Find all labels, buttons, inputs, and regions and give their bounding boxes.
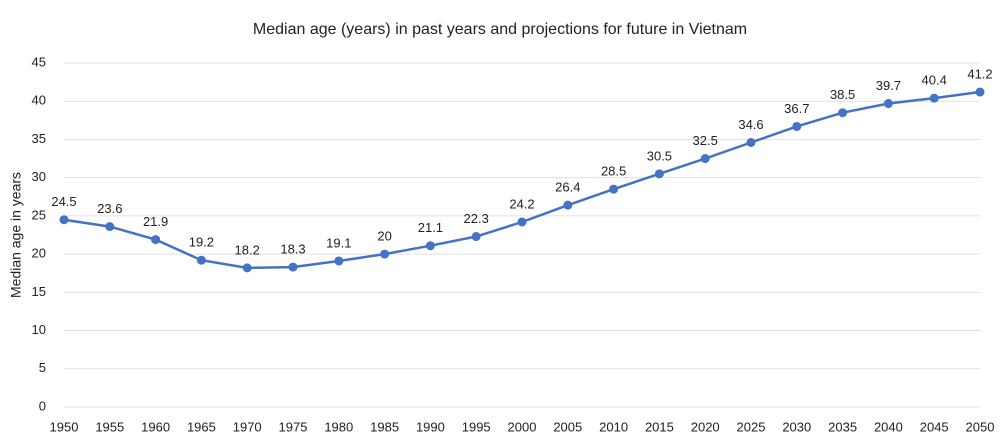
chart-title: Median age (years) in past years and pro… [253, 21, 747, 38]
point [792, 121, 802, 131]
point [654, 169, 664, 179]
x-tick-label: 2025 [737, 419, 766, 434]
y-tick-label: 15 [32, 284, 46, 299]
data-label: 24.2 [509, 196, 534, 211]
point [700, 154, 710, 164]
data-label: 22.3 [464, 211, 489, 226]
point [929, 93, 939, 103]
data-label: 34.6 [738, 117, 763, 132]
data-label: 38.5 [830, 87, 855, 102]
point [242, 263, 252, 273]
point [425, 241, 435, 251]
x-tick-label: 2030 [782, 419, 811, 434]
data-label: 24.5 [51, 194, 76, 209]
x-tick-label: 2050 [966, 419, 995, 434]
data-label: 18.2 [235, 242, 260, 257]
x-tick-label: 1975 [279, 419, 308, 434]
y-tick-label: 45 [32, 54, 46, 69]
data-label: 19.2 [189, 235, 214, 250]
point [380, 249, 390, 259]
x-tick-label: 2020 [691, 419, 720, 434]
point [746, 138, 756, 148]
x-tick-label: 2005 [553, 419, 582, 434]
y-axis-label: Median age in years [8, 172, 24, 298]
x-tick-label: 2040 [874, 419, 903, 434]
x-tick-label: 1950 [50, 419, 79, 434]
point [288, 262, 298, 272]
y-tick-label: 25 [32, 207, 46, 222]
point [975, 87, 985, 97]
x-tick-label: 1960 [141, 419, 170, 434]
x-tick-label: 1980 [324, 419, 353, 434]
y-tick-label: 10 [32, 322, 46, 337]
x-tick-label: 1970 [233, 419, 262, 434]
y-tick-label: 0 [39, 398, 46, 413]
data-label: 26.4 [555, 180, 580, 195]
point [517, 217, 527, 227]
data-label: 30.5 [647, 148, 672, 163]
point [59, 215, 69, 225]
data-label: 28.5 [601, 164, 626, 179]
point [196, 255, 206, 265]
y-tick-label: 5 [39, 360, 46, 375]
data-label: 18.3 [280, 242, 305, 257]
point [334, 256, 344, 266]
x-tick-label: 2010 [599, 419, 628, 434]
data-label: 20 [377, 229, 391, 244]
y-tick-label: 35 [32, 131, 46, 146]
x-tick-label: 2000 [508, 419, 537, 434]
point [151, 235, 161, 245]
data-label: 41.2 [967, 66, 992, 81]
point [609, 184, 619, 194]
point [883, 99, 893, 109]
x-tick-label: 1965 [187, 419, 216, 434]
x-tick-label: 2045 [920, 419, 949, 434]
x-tick-label: 1990 [416, 419, 445, 434]
x-tick-label: 2015 [645, 419, 674, 434]
data-label: 36.7 [784, 101, 809, 116]
data-label: 21.9 [143, 214, 168, 229]
point [471, 232, 481, 242]
data-label: 23.6 [97, 201, 122, 216]
data-label: 39.7 [876, 78, 901, 93]
x-tick-label: 1955 [95, 419, 124, 434]
point [105, 222, 115, 232]
x-tick-label: 1995 [462, 419, 491, 434]
y-tick-label: 20 [32, 246, 46, 261]
data-label: 21.1 [418, 220, 443, 235]
x-tick-label: 2035 [828, 419, 857, 434]
point [563, 200, 573, 210]
y-tick-label: 30 [32, 169, 46, 184]
data-label: 32.5 [693, 133, 718, 148]
data-label: 40.4 [922, 73, 947, 88]
point [838, 108, 848, 118]
x-tick-label: 1985 [370, 419, 399, 434]
y-tick-label: 40 [32, 93, 46, 108]
data-label: 19.1 [326, 235, 351, 250]
